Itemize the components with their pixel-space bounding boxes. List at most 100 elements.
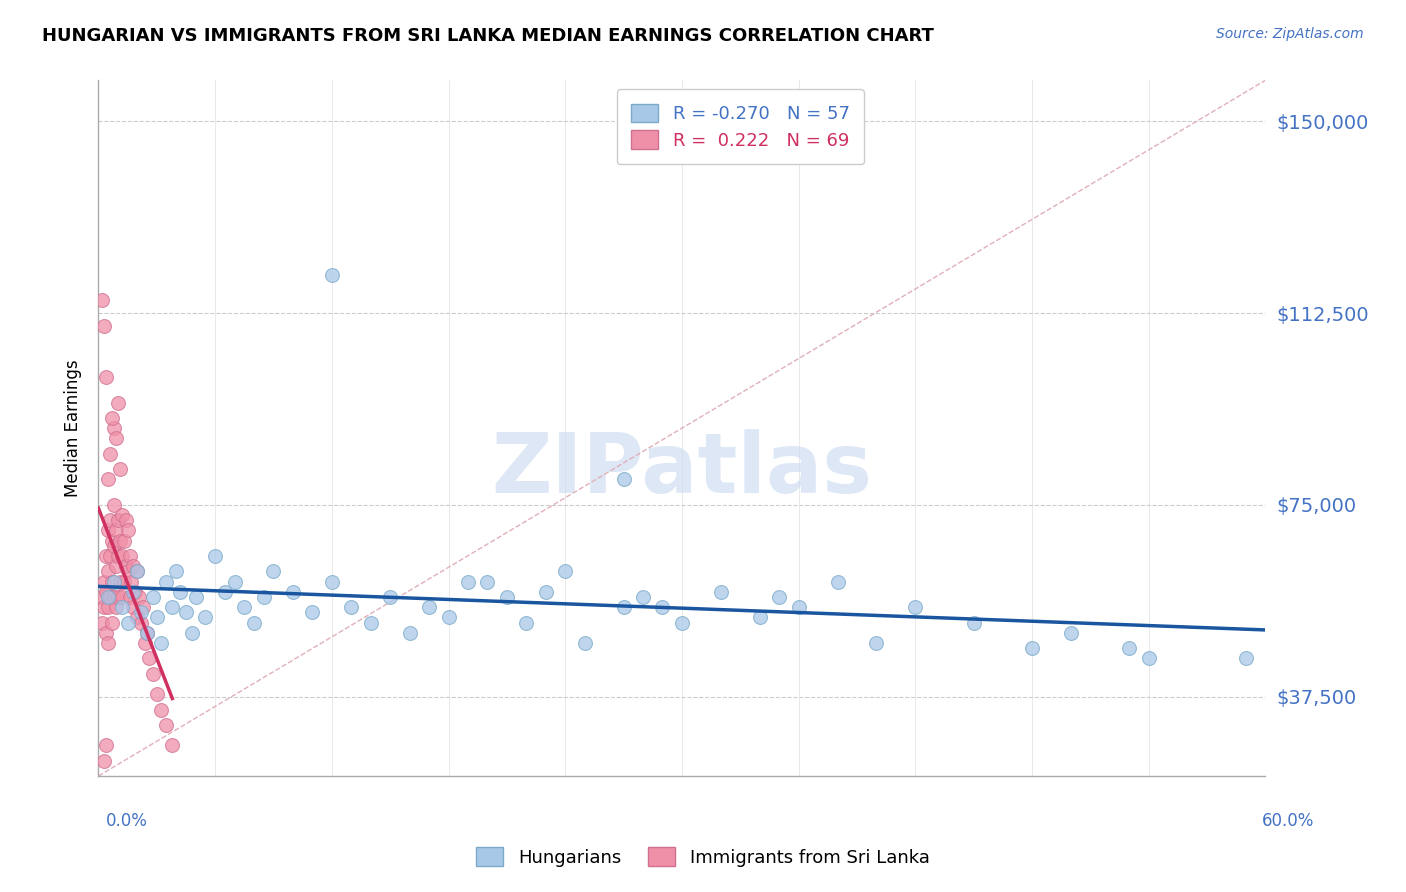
Point [1021,641,1043,656]
Point [631,590,654,604]
Point [162,600,184,615]
Point [138,651,160,665]
Y-axis label: Median Earnings: Median Earnings [65,359,83,497]
Point [613,600,636,615]
Point [253,590,276,604]
Point [93,574,115,589]
Point [768,590,790,604]
Point [108,462,131,476]
Point [146,610,169,624]
Point [124,585,146,599]
Point [169,585,191,599]
Point [121,574,143,589]
Point [262,565,284,579]
Point [437,610,460,624]
Text: 60.0%: 60.0% [1263,812,1315,830]
Point [613,472,636,486]
Point [496,590,519,604]
Point [104,600,127,615]
Point [112,533,135,548]
Point [671,615,693,630]
Point [129,605,152,619]
Point [554,565,576,579]
Point [962,615,984,630]
Point [515,615,537,630]
Point [103,498,125,512]
Point [710,585,733,599]
Point [103,574,125,589]
Point [1118,641,1140,656]
Point [360,615,382,630]
Point [418,600,440,615]
Point [380,590,402,604]
Point [98,549,121,563]
Point [93,600,115,615]
Point [117,615,139,630]
Point [111,508,134,522]
Point [136,625,159,640]
Point [101,574,124,589]
Point [136,625,159,640]
Point [103,539,125,553]
Point [281,585,304,599]
Point [114,559,136,574]
Point [233,600,256,615]
Point [107,395,129,409]
Point [111,549,134,563]
Point [97,565,120,579]
Point [107,549,129,563]
Point [96,585,118,599]
Point [534,585,557,599]
Point [104,431,127,445]
Point [91,615,114,630]
Point [101,615,124,630]
Point [165,565,187,579]
Point [96,739,118,753]
Point [301,605,323,619]
Point [101,411,124,425]
Point [398,625,420,640]
Point [108,574,131,589]
Point [1060,625,1083,640]
Legend: Hungarians, Immigrants from Sri Lanka: Hungarians, Immigrants from Sri Lanka [470,840,936,874]
Point [142,590,165,604]
Point [118,549,141,563]
Text: HUNGARIAN VS IMMIGRANTS FROM SRI LANKA MEDIAN EARNINGS CORRELATION CHART: HUNGARIAN VS IMMIGRANTS FROM SRI LANKA M… [42,27,934,45]
Text: Source: ZipAtlas.com: Source: ZipAtlas.com [1216,27,1364,41]
Point [103,421,125,435]
Point [127,565,149,579]
Point [904,600,927,615]
Text: 0.0%: 0.0% [105,812,148,830]
Point [96,370,118,384]
Point [93,318,115,333]
Point [96,549,118,563]
Point [127,565,149,579]
Point [118,590,141,604]
Point [101,533,124,548]
Point [321,574,343,589]
Point [114,513,136,527]
Point [97,472,120,486]
Point [108,533,131,548]
Point [128,590,150,604]
Point [122,600,145,615]
Point [98,513,121,527]
Point [98,590,121,604]
Point [194,610,217,624]
Point [117,565,139,579]
Point [122,585,145,599]
Point [107,513,129,527]
Point [104,559,127,574]
Point [129,615,152,630]
Point [132,600,155,615]
Point [1137,651,1160,665]
Point [91,590,114,604]
Point [1234,651,1257,665]
Point [787,600,810,615]
Point [97,590,120,604]
Point [122,559,145,574]
Point [117,524,139,538]
Point [112,574,135,589]
Point [93,754,115,768]
Point [142,666,165,681]
